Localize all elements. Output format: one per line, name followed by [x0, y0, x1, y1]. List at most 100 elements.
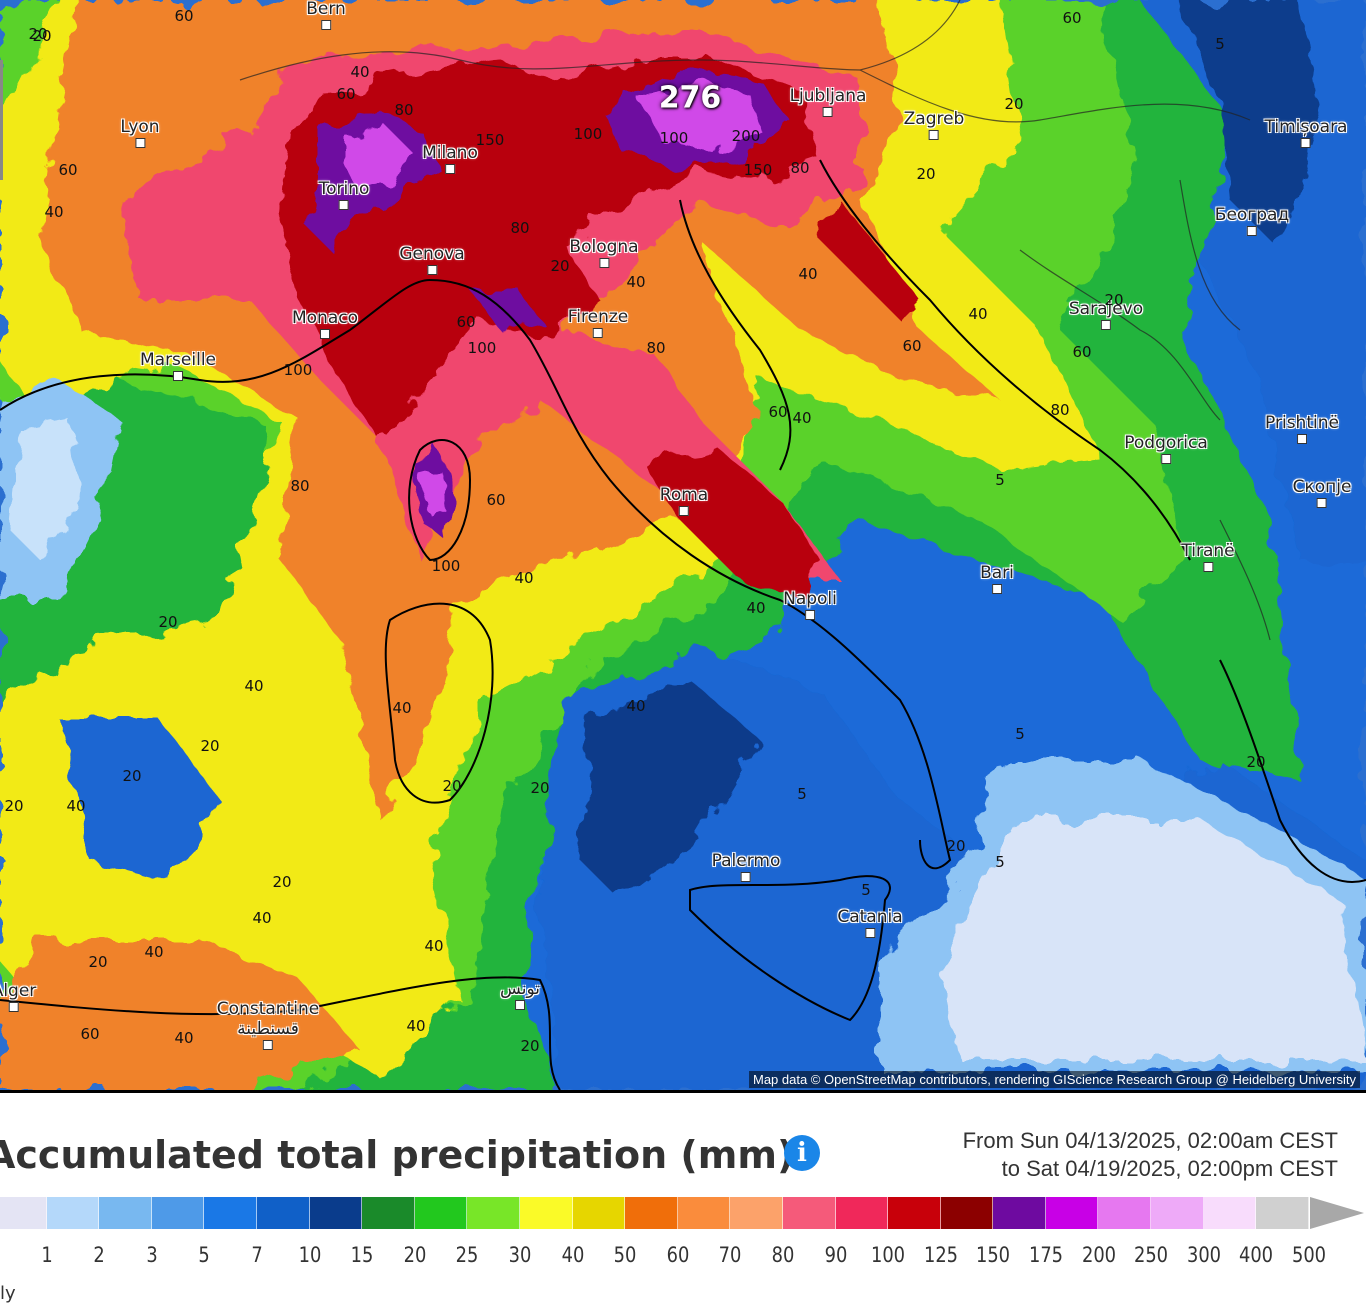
- city-name: Bologna: [569, 237, 639, 257]
- city-marker[interactable]: Alger: [0, 981, 36, 1012]
- isoline-label: 150: [475, 131, 505, 149]
- city-marker[interactable]: تونس: [500, 979, 540, 1010]
- isoline-label: 20: [272, 873, 292, 891]
- isoline-label: 5: [797, 785, 807, 803]
- isoline-label: 40: [406, 1017, 426, 1035]
- scale-tick-label: 40: [561, 1243, 584, 1267]
- city-dot: [1300, 138, 1311, 148]
- isoline-label: 5: [995, 471, 1005, 489]
- color-swatch: [1151, 1197, 1204, 1229]
- isoline-label: 40: [626, 697, 646, 715]
- city-marker[interactable]: Zagreb: [904, 109, 964, 140]
- city-marker[interactable]: Bari: [980, 563, 1014, 594]
- color-swatch: [151, 1197, 205, 1229]
- isoline-label: 200: [731, 127, 761, 145]
- isoline-label: 20: [122, 767, 142, 785]
- city-name: Napoli: [783, 589, 837, 609]
- isoline-label: 100: [573, 125, 603, 143]
- isoline-label: 40: [66, 797, 86, 815]
- scale-tick-label: 5: [198, 1243, 211, 1267]
- isoline-label: 20: [530, 779, 550, 797]
- scale-tick-label: 7: [251, 1243, 263, 1267]
- city-name: Podgorica: [1124, 433, 1208, 453]
- city-marker[interactable]: Monaco: [292, 308, 358, 339]
- city-marker[interactable]: Tiranë: [1181, 541, 1235, 572]
- city-marker[interactable]: Prishtinë: [1265, 413, 1339, 444]
- city-dot: [598, 258, 609, 268]
- isoline-label: 20: [520, 1037, 540, 1055]
- info-icon[interactable]: i: [784, 1135, 820, 1171]
- city-marker[interactable]: Firenze: [568, 307, 628, 338]
- scale-tick-label: 175: [1028, 1243, 1064, 1267]
- city-marker[interactable]: Београд: [1215, 205, 1289, 236]
- map-side-handle[interactable]: [0, 60, 3, 180]
- city-dot: [1317, 498, 1327, 508]
- city-dot: [319, 329, 330, 339]
- isoline-label: 80: [646, 339, 666, 357]
- city-marker[interactable]: Скопје: [1293, 477, 1351, 508]
- isoline-label: 40: [244, 677, 264, 695]
- isoline-label: 40: [514, 569, 534, 587]
- isoline-label: 60: [1072, 343, 1092, 361]
- city-name: Lyon: [120, 117, 160, 137]
- city-marker[interactable]: Napoli: [783, 589, 837, 620]
- city-marker[interactable]: Constantine قسنطينة: [217, 999, 319, 1050]
- isoline-label: 20: [916, 165, 936, 183]
- scale-tick-label: 200: [1081, 1243, 1116, 1267]
- isoline-label: 100: [467, 339, 497, 357]
- city-name: Marseille: [139, 350, 217, 370]
- isoline-label: 5: [1215, 35, 1225, 53]
- color-scale-bar: [0, 1197, 1309, 1229]
- city-marker[interactable]: Marseille: [140, 350, 216, 381]
- isoline-label: 5: [995, 853, 1005, 871]
- isoline-label: 40: [252, 909, 272, 927]
- scale-tick-label: 400: [1239, 1243, 1274, 1267]
- city-marker[interactable]: Lyon: [120, 117, 160, 148]
- isoline-label: 40: [44, 203, 64, 221]
- city-name: Torino: [318, 179, 370, 199]
- color-swatch: [256, 1197, 310, 1229]
- period-to: to Sat 04/19/2025, 02:00pm CEST: [1001, 1156, 1338, 1181]
- city-marker[interactable]: Ljubljana: [790, 86, 866, 117]
- map-attribution[interactable]: Map data © OpenStreetMap contributors, r…: [748, 1071, 1360, 1088]
- city-name: Milano: [422, 143, 478, 163]
- city-marker[interactable]: Bern: [306, 0, 346, 30]
- city-marker[interactable]: Genova: [399, 244, 465, 275]
- isoline-label: 20: [88, 953, 108, 971]
- legend-panel: Accumulated total precipitation (mm) i F…: [0, 1090, 1366, 1309]
- color-swatch: [782, 1197, 836, 1229]
- color-swatch: [993, 1197, 1046, 1229]
- isoline-label: 80: [394, 101, 414, 119]
- city-marker[interactable]: Palermo: [711, 851, 781, 882]
- color-swatch: [888, 1197, 941, 1229]
- city-name: Palermo: [711, 851, 781, 871]
- max-value-label: 276: [658, 80, 722, 116]
- color-swatch: [1203, 1197, 1257, 1229]
- isoline-label: 40: [746, 599, 766, 617]
- isoline-label: 20: [550, 257, 570, 275]
- isoline-label: 20: [32, 27, 52, 45]
- city-dot: [135, 138, 145, 148]
- city-name: Tiranë: [1181, 541, 1235, 561]
- isoline-label: 40: [798, 265, 818, 283]
- city-marker[interactable]: Roma: [660, 485, 708, 516]
- city-marker[interactable]: Podgorica: [1124, 433, 1208, 464]
- city-marker[interactable]: Bologna: [569, 237, 639, 268]
- isoline-label: 40: [792, 409, 812, 427]
- city-dot: [805, 610, 815, 620]
- city-marker[interactable]: Torino: [318, 179, 370, 210]
- city-name: Genova: [399, 244, 465, 264]
- city-dot: [262, 1040, 273, 1050]
- scale-tick-label: 20: [403, 1243, 427, 1267]
- scale-tick-label: 70: [719, 1243, 742, 1267]
- isoline-label: 40: [350, 63, 370, 81]
- isoline-label: 40: [968, 305, 988, 323]
- isoline-label: 40: [626, 273, 646, 291]
- scale-tick-label: 125: [923, 1243, 958, 1267]
- city-marker[interactable]: Sarajevo: [1069, 299, 1143, 330]
- city-marker[interactable]: Catania: [837, 907, 903, 938]
- city-marker[interactable]: Timișoara: [1265, 117, 1347, 148]
- precipitation-map[interactable]: 276 Bern Lyon Milano Torino Genova Bologna Mon…: [0, 0, 1366, 1090]
- isoline-label: 5: [861, 881, 871, 899]
- city-marker[interactable]: Milano: [422, 143, 478, 174]
